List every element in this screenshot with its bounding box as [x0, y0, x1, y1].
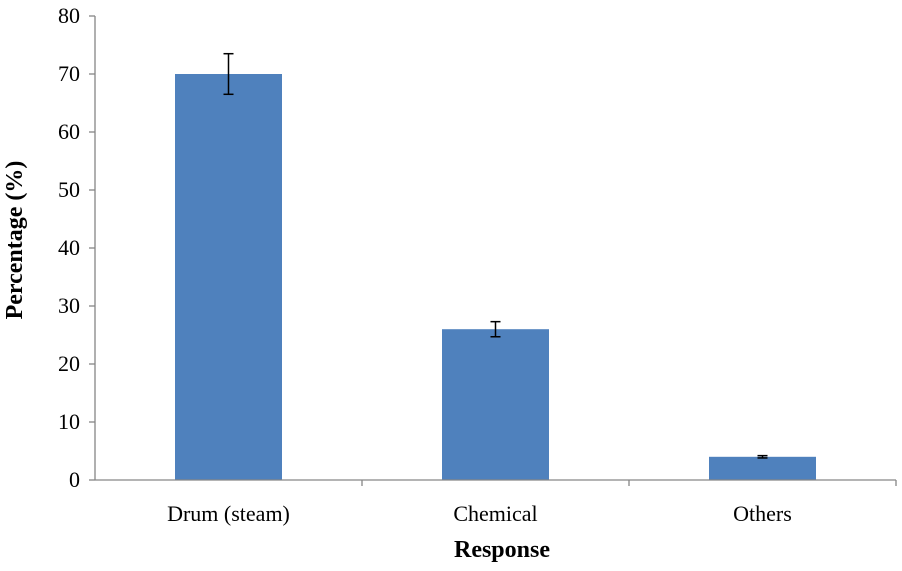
y-axis-title: Percentage (%) — [2, 161, 28, 320]
error-bars-group — [223, 52, 768, 459]
bars-group — [175, 74, 816, 480]
x-category-label: Drum (steam) — [167, 501, 290, 526]
bar-drum-steam — [175, 74, 282, 480]
x-category-label: Others — [733, 501, 792, 526]
bar-others — [709, 456, 816, 480]
y-tick-label: 70 — [58, 61, 80, 86]
y-tick-label: 0 — [69, 467, 80, 492]
x-axis-title: Response — [454, 537, 550, 563]
y-tick-label: 50 — [58, 177, 80, 202]
y-tick-label: 10 — [58, 409, 80, 434]
y-tick-label: 30 — [58, 293, 80, 318]
bar-chemical — [442, 329, 549, 480]
x-category-label: Chemical — [453, 501, 537, 526]
y-tick-label: 80 — [58, 3, 80, 28]
y-axis-ticks: 0 10 20 30 40 50 60 70 80 — [58, 3, 95, 492]
y-tick-label: 60 — [58, 119, 80, 144]
x-axis-ticks: Drum (steam) Chemical Others — [167, 480, 897, 526]
y-tick-label: 40 — [58, 235, 80, 260]
y-tick-label: 20 — [58, 351, 80, 376]
